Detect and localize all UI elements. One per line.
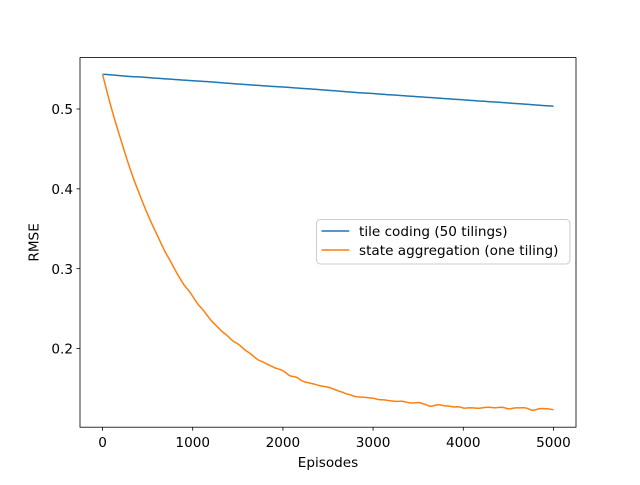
plot-series: [101, 73, 554, 412]
axes-spines: [79, 57, 577, 428]
x-tick-label: 1000: [175, 435, 210, 451]
legend-label-state-aggregation: state aggregation (one tiling): [359, 243, 558, 259]
y-axis-label: RMSE: [26, 223, 42, 261]
x-tick-label: 2000: [266, 435, 301, 451]
legend-box: [316, 219, 571, 265]
y-tick-label: 0.2: [51, 342, 73, 358]
x-axis: 0 1000 2000 3000 4000 5000: [98, 427, 571, 451]
y-tick-label: 0.5: [51, 102, 73, 118]
y-tick-label: 0.4: [51, 182, 73, 198]
series-line-tile-coding: [102, 73, 554, 108]
y-axis: 0.2 0.3 0.4 0.5: [51, 102, 80, 358]
x-tick-label: 3000: [356, 435, 391, 451]
y-tick-label: 0.3: [51, 262, 73, 278]
x-tick-label: 0: [98, 435, 107, 451]
x-tick-label: 4000: [446, 435, 481, 451]
x-axis-label: Episodes: [298, 455, 358, 471]
legend-label-tile-coding: tile coding (50 tilings): [359, 224, 508, 240]
legend: tile coding (50 tilings) state aggregati…: [316, 219, 571, 265]
series-line-state-aggregation: [101, 74, 554, 412]
x-tick-label: 5000: [536, 435, 571, 451]
